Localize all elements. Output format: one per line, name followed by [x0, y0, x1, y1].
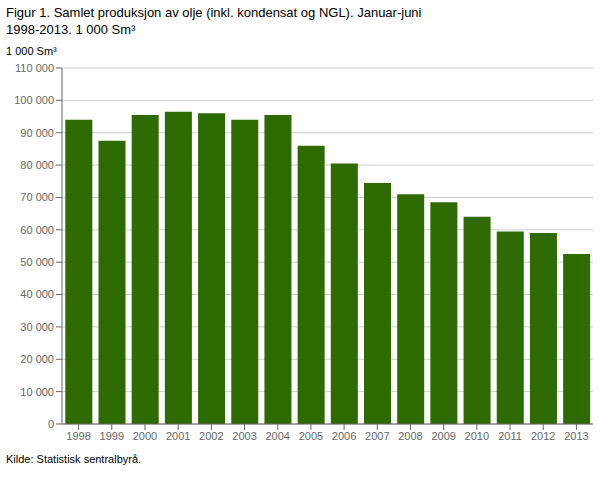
- html-text:Figur 1. Samlet produksjon av: Figur 1. Samlet produksjon av olje (inkl…: [6, 5, 422, 20]
- svg-text:1999: 1999: [100, 430, 124, 442]
- svg-text:2012: 2012: [531, 430, 555, 442]
- svg-text:2004: 2004: [265, 430, 289, 442]
- html-text:1 000 Sm³: 1 000 Sm³: [6, 45, 57, 57]
- svg-text:1998: 1998: [66, 430, 90, 442]
- svg-text:40 000: 40 000: [20, 288, 54, 300]
- svg-text:2002: 2002: [199, 430, 223, 442]
- svg-text:2011: 2011: [498, 430, 522, 442]
- svg-text:2010: 2010: [465, 430, 489, 442]
- svg-text:80 000: 80 000: [20, 159, 54, 171]
- svg-text:0: 0: [48, 418, 54, 430]
- svg-text:2001: 2001: [166, 430, 190, 442]
- svg-text:30 000: 30 000: [20, 321, 54, 333]
- svg-text:50 000: 50 000: [20, 256, 54, 268]
- svg-text:2003: 2003: [232, 430, 256, 442]
- svg-text:60 000: 60 000: [20, 224, 54, 236]
- svg-text:2006: 2006: [332, 430, 356, 442]
- svg-text:90 000: 90 000: [20, 127, 54, 139]
- svg-text:2008: 2008: [398, 430, 422, 442]
- svg-text:2005: 2005: [299, 430, 323, 442]
- svg-text:70 000: 70 000: [20, 191, 54, 203]
- html-text:Kilde: Statistisk sentralbyrå.: Kilde: Statistisk sentralbyrå.: [6, 453, 142, 465]
- svg-text:2013: 2013: [564, 430, 588, 442]
- svg-text:100 000: 100 000: [14, 94, 54, 106]
- svg-text:2000: 2000: [133, 430, 157, 442]
- svg-text:110 000: 110 000: [15, 62, 54, 74]
- svg-text:2007: 2007: [365, 430, 389, 442]
- html-text:1998-2013. 1 000 Sm³: 1998-2013. 1 000 Sm³: [6, 22, 136, 37]
- svg-text:10 000: 10 000: [20, 386, 54, 398]
- svg-text:2009: 2009: [431, 430, 455, 442]
- svg-text:20 000: 20 000: [20, 353, 54, 365]
